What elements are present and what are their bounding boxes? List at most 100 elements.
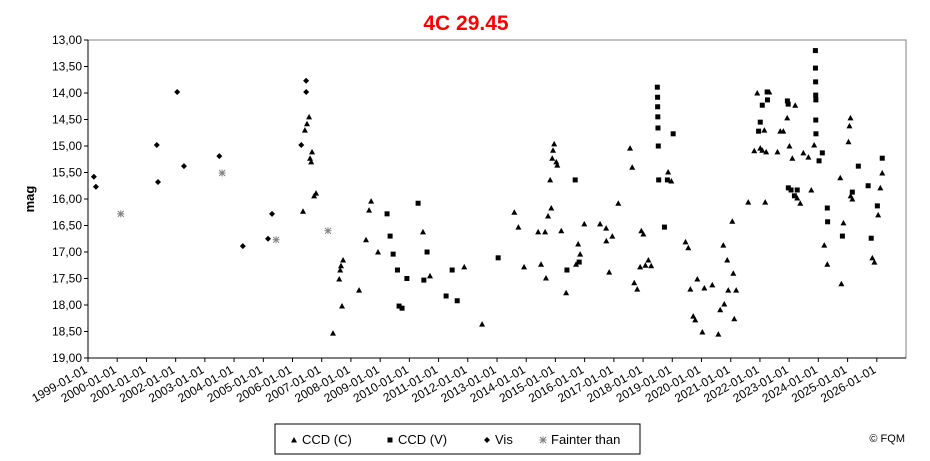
triangle-point [838,280,845,287]
triangle-point [665,168,672,175]
triangle-point [542,274,549,281]
triangle-point [794,194,801,201]
triangle-point [627,145,634,151]
triangle-point [875,211,882,218]
square-point [813,117,819,123]
triangle-point [729,218,736,224]
triangle-point [763,148,770,155]
square-point [390,251,396,257]
y-tick-label: 17,50 [52,272,82,286]
triangle-point [837,174,844,181]
triangle-point [824,261,831,267]
triangle-point [694,276,701,282]
triangle-point [306,113,313,120]
diamond-point [92,183,99,190]
y-tick-label: 19,00 [52,351,82,365]
square-point [564,267,570,273]
triangle-point [762,199,769,205]
square-point [576,259,582,265]
triangle-point [368,198,375,204]
triangle-point [549,155,556,161]
square-point [421,277,427,283]
triangle-point [577,251,584,257]
triangle-point [375,249,382,255]
triangle-point [603,237,610,244]
square-point [812,48,818,54]
triangle-point [845,138,852,145]
triangle-point [725,287,732,293]
triangle-point [805,154,812,160]
triangle-point [692,316,699,323]
triangle-point [634,286,641,292]
triangle-point [551,140,558,147]
y-tick-label: 13,50 [52,60,82,74]
diamond-point [303,88,310,95]
star-point [117,210,125,218]
diamond-point [239,243,246,250]
square-point [655,125,661,131]
triangle-point [808,186,815,193]
triangle-point [629,164,636,170]
square-point [655,143,661,149]
square-point [839,233,845,239]
triangle-point [606,269,613,275]
square-point [819,150,825,156]
triangle-point [638,227,645,234]
y-tick-label: 16,00 [52,192,82,206]
triangle-point [535,228,542,235]
triangle-point [553,158,560,165]
square-point [813,131,819,137]
square-point [813,97,819,103]
triangle-point [461,263,468,270]
triangle-point [299,208,306,214]
square-point [865,183,871,189]
triangle-point [547,176,554,183]
y-tick-label: 14,50 [52,113,82,127]
triangle-point [545,212,552,219]
square-point [788,187,794,193]
square-point [764,89,770,95]
diamond-point [216,153,223,160]
square-point [785,185,791,191]
square-point [759,102,765,108]
triangle-point [511,209,518,215]
triangle-point [800,149,807,156]
plot-area [87,39,907,359]
triangle-point [637,263,644,270]
square-point [670,131,676,137]
triangle-point [724,256,731,263]
square-point [661,224,667,230]
triangle-point [313,190,320,196]
triangle-point [339,303,346,309]
triangle-point [709,281,716,288]
triangle-point [479,321,486,327]
square-point [785,101,791,107]
triangle-point [687,286,694,292]
square-point [757,119,763,125]
triangle-point [648,262,655,269]
triangle-point [548,205,555,211]
square-point [784,98,790,104]
triangle-point [573,261,580,267]
diamond-point [90,173,97,180]
square-point [387,233,393,239]
triangle-point [558,227,565,234]
square-point [868,235,874,241]
square-point [824,205,830,211]
triangle-point [774,148,781,155]
diamond-point [265,235,272,242]
triangle-point [356,287,363,293]
triangle-point [869,254,876,261]
triangle-point [329,330,336,336]
square-point [874,203,880,209]
star-point [324,227,332,235]
square-point [454,298,460,304]
triangle-point [301,127,308,133]
square-point [825,219,831,225]
triangle-point [308,158,315,165]
triangle-point [871,259,878,265]
y-tick-label: 17,00 [52,245,82,259]
legend-marker [539,436,547,444]
y-tick-label: 14,00 [52,86,82,100]
diamond-point [154,179,161,186]
